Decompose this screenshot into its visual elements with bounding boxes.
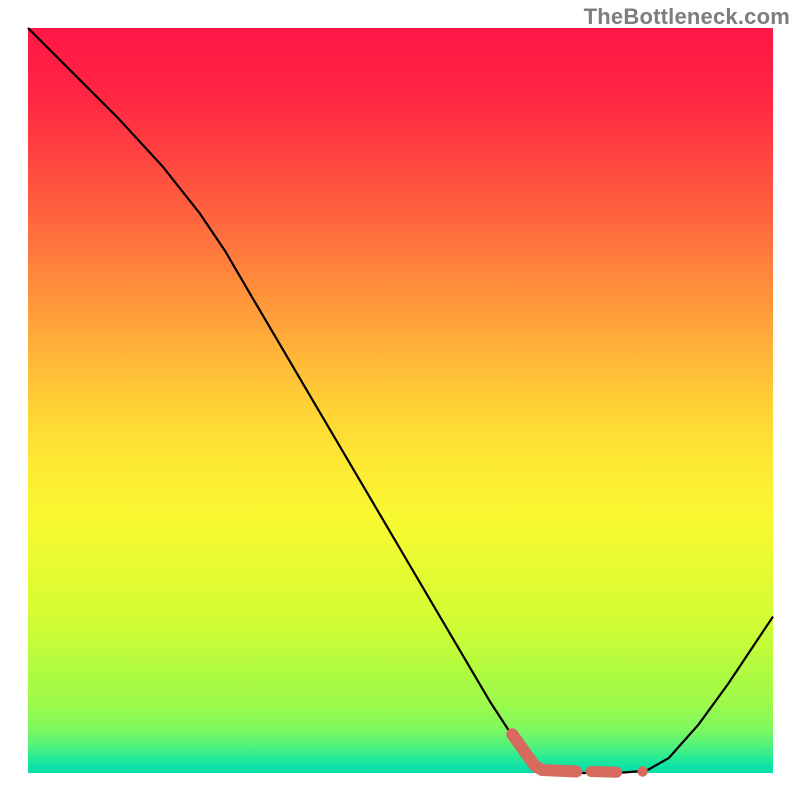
bottleneck-chart (0, 0, 800, 800)
stage: TheBottleneck.com (0, 0, 800, 800)
accent-dot (637, 766, 647, 776)
accent-dash (591, 772, 616, 773)
gradient-background (28, 28, 773, 773)
